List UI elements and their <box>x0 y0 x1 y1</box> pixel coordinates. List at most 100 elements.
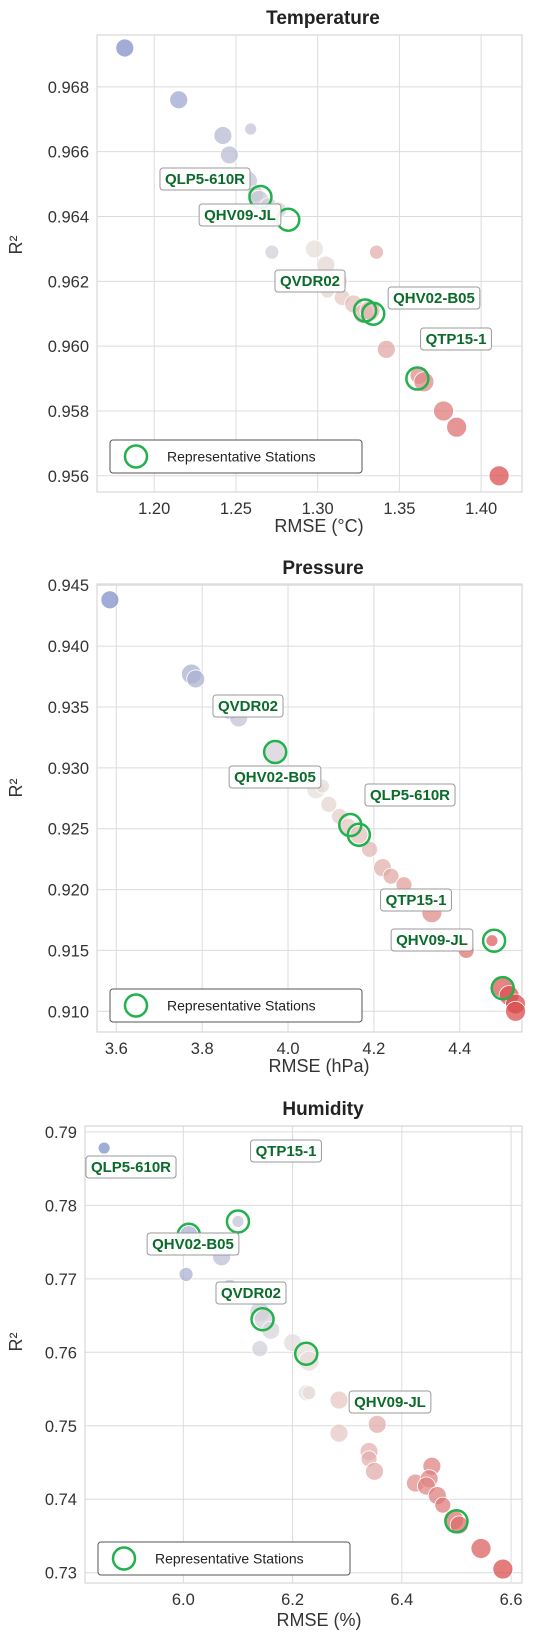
data-point <box>301 1385 317 1401</box>
x-tick-label: 4.4 <box>448 1040 471 1058</box>
representative-label: QHV02-B05 <box>387 286 481 310</box>
legend-ring-icon <box>123 993 149 1018</box>
representative-label: QHV09-JL <box>348 1390 432 1414</box>
representative-ring <box>293 1341 319 1367</box>
x-tick-label: 6.0 <box>172 1591 195 1609</box>
station-label-box <box>364 783 456 807</box>
y-tick-label: 0.910 <box>48 1003 89 1021</box>
y-tick-label: 0.966 <box>48 144 89 162</box>
representative-ring <box>250 1306 275 1332</box>
station-label-box <box>390 928 474 952</box>
representative-label: QLP5-610R <box>159 167 251 191</box>
data-point <box>349 825 369 845</box>
chart-title: Humidity <box>282 1099 364 1120</box>
station-label-box <box>228 765 322 789</box>
y-tick-label: 0.920 <box>48 882 89 900</box>
representative-ring <box>361 301 386 326</box>
station-label-box <box>420 327 492 351</box>
legend-box <box>109 988 363 1023</box>
legend-label: Representative Stations <box>167 449 316 465</box>
representative-label: QHV09-JL <box>198 203 282 227</box>
station-label-text: QVDR02 <box>218 698 278 715</box>
y-tick-label: 0.77 <box>45 1271 77 1289</box>
data-point <box>365 1461 384 1481</box>
legend: Representative Stations <box>109 988 363 1023</box>
y-tick-label: 0.940 <box>48 638 89 656</box>
data-point <box>492 1558 514 1580</box>
data-point <box>213 126 233 145</box>
y-axis-label: R² <box>6 779 26 798</box>
representative-ring <box>346 822 372 848</box>
station-label-box <box>198 203 282 227</box>
data-point <box>485 934 499 948</box>
chart-title: Temperature <box>266 8 380 29</box>
data-point <box>115 38 135 58</box>
humidity-panel: Humidity RMSE (%) R² 6.0 6.2 6.4 6.6 0.73 0.7… <box>6 1099 523 1630</box>
data-point <box>434 1496 452 1514</box>
station-label-text: QLP5-610R <box>165 171 245 188</box>
legend-label: Representative Stations <box>155 1551 304 1567</box>
data-point <box>329 1390 349 1410</box>
station-label-text: QHV09-JL <box>354 1394 426 1411</box>
representative-ring <box>444 1509 469 1534</box>
legend: Representative Stations <box>109 439 363 474</box>
x-tick-label: 3.8 <box>191 1040 214 1058</box>
station-label-box <box>146 1232 240 1256</box>
x-tick-label: 1.40 <box>465 500 497 518</box>
representative-ring <box>225 1209 251 1234</box>
representative-label: QHV02-B05 <box>228 765 322 789</box>
data-point <box>251 1340 269 1358</box>
station-label-text: QVDR02 <box>280 273 340 290</box>
station-label-box <box>274 269 346 293</box>
y-tick-label: 0.964 <box>48 209 89 227</box>
station-label-text: QHV02-B05 <box>234 769 316 786</box>
representative-label: QVDR02 <box>215 1281 287 1305</box>
y-tick-label: 0.956 <box>48 468 89 486</box>
legend-box <box>97 1541 351 1576</box>
x-tick-label: 4.2 <box>362 1040 385 1058</box>
data-point <box>433 400 454 422</box>
x-tick-label: 1.25 <box>220 500 252 518</box>
data-point <box>505 1000 526 1022</box>
y-tick-label: 0.76 <box>45 1344 77 1362</box>
representative-label: QHV02-B05 <box>146 1232 240 1256</box>
plot-area: 3.6 3.8 4.0 4.2 4.4 0.910 0.915 0.920 0.925 0.930… <box>48 577 526 1058</box>
representative-ring <box>490 975 515 1001</box>
data-point <box>244 122 258 136</box>
y-tick-label: 0.958 <box>48 403 89 421</box>
data-point <box>220 145 239 165</box>
x-tick-label: 1.35 <box>383 500 415 518</box>
data-point <box>178 1267 194 1282</box>
data-point <box>361 840 379 858</box>
temperature-panel: Temperature RMSE (°C) R² 1.20 1.25 1.30 1.3… <box>6 8 523 536</box>
station-label-box <box>380 888 452 912</box>
representative-label: QVDR02 <box>274 269 346 293</box>
chart-title: Pressure <box>282 558 363 579</box>
y-tick-label: 0.915 <box>48 942 89 960</box>
y-axis-label: R² <box>6 236 26 255</box>
data-point <box>470 1538 492 1559</box>
data-point <box>369 244 384 260</box>
x-tick-label: 6.6 <box>500 1591 523 1609</box>
x-tick-label: 3.6 <box>105 1040 128 1058</box>
data-point <box>231 1215 245 1228</box>
data-point <box>305 239 324 259</box>
x-tick-label: 1.30 <box>302 500 334 518</box>
data-point <box>320 795 338 813</box>
station-label-box <box>212 694 284 718</box>
station-label-box <box>250 1139 322 1163</box>
y-tick-label: 0.930 <box>48 760 89 778</box>
data-point <box>97 1141 111 1155</box>
representative-label: QHV09-JL <box>390 928 474 952</box>
data-point <box>100 590 120 610</box>
station-label-box <box>159 167 251 191</box>
station-label-box <box>387 286 481 310</box>
pressure-panel: Pressure RMSE (hPa) R² 3.6 3.8 4.0 4.2 4.4 0.… <box>6 558 526 1076</box>
legend-box <box>109 439 363 474</box>
station-label-box <box>215 1281 287 1305</box>
station-label-text: QTP15-1 <box>386 892 447 909</box>
station-label-text: QHV02-B05 <box>393 290 475 307</box>
legend-ring-icon <box>111 1546 137 1571</box>
station-label-text: QLP5-610R <box>91 1159 171 1176</box>
y-tick-label: 0.945 <box>48 577 89 595</box>
